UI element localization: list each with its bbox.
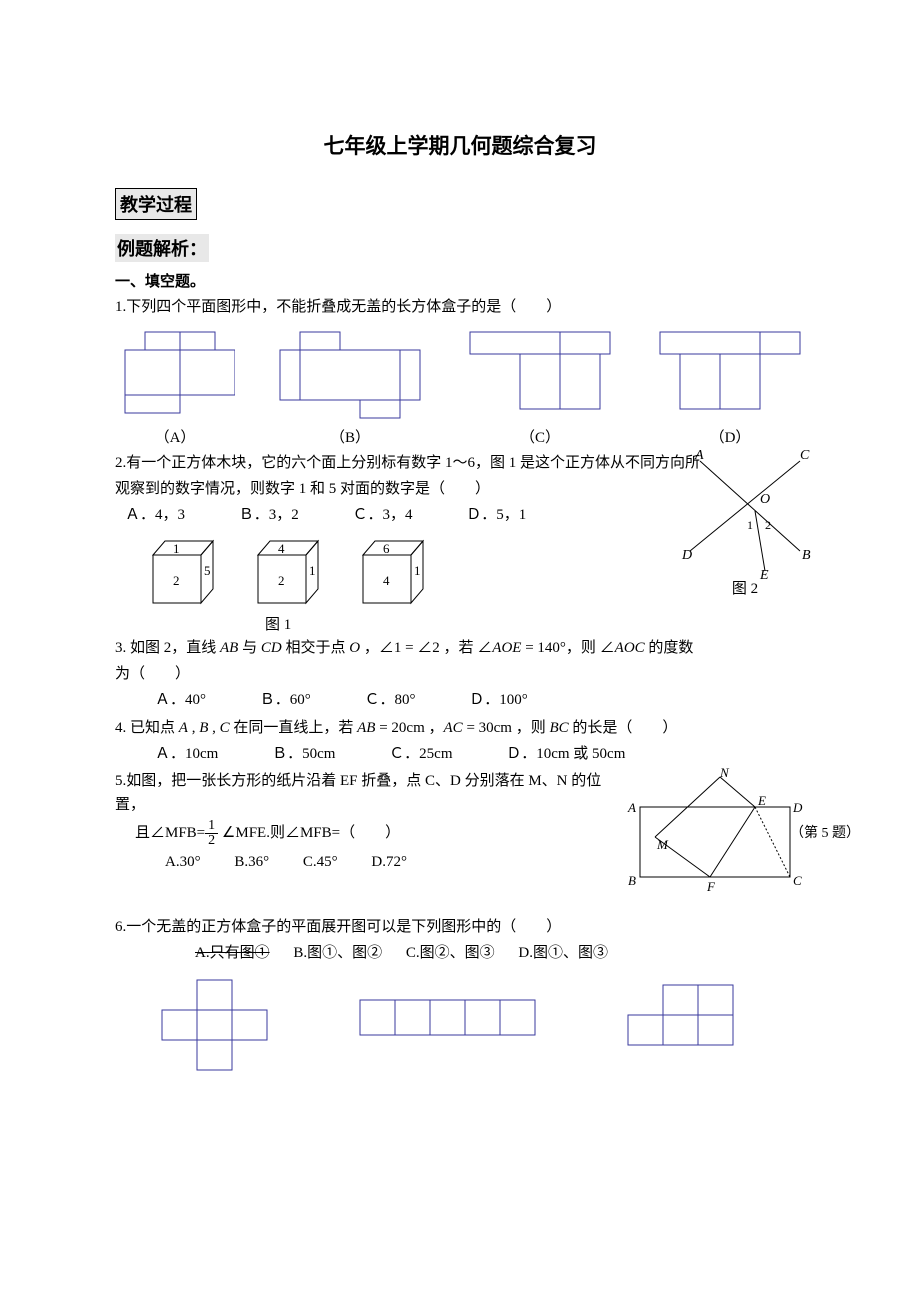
svg-text:4: 4 xyxy=(383,573,390,588)
q2-opt-d: Ｄ．5，1 xyxy=(466,503,526,527)
q1-fig-b xyxy=(275,327,425,422)
svg-text:A: A xyxy=(694,448,704,463)
q2-figure2: A C D B E O 1 2 图 2 xyxy=(670,441,820,598)
q5-options: A.30° B.36° C.45° D.72° xyxy=(165,850,625,874)
q3-opt-d: Ｄ．100° xyxy=(469,688,528,714)
page-title: 七年级上学期几何题综合复习 xyxy=(115,130,805,160)
heading-process: 教学过程 xyxy=(115,188,197,220)
q6-fig-2 xyxy=(350,975,550,1075)
q5-opt-a: A.30° xyxy=(165,850,201,874)
q3-line1: 3. 如图 2，直线 AB 与 CD 相交于点 O ，∠1 = ∠2 ，若 ∠A… xyxy=(115,636,805,660)
q6-opt-d: D.图①、图③ xyxy=(518,941,608,965)
q6-fig-3 xyxy=(613,975,773,1075)
svg-text:B: B xyxy=(628,873,636,888)
svg-text:D: D xyxy=(792,800,803,815)
svg-text:1: 1 xyxy=(173,541,180,556)
svg-text:6: 6 xyxy=(383,541,390,556)
q4-opt-b: Ｂ．50cm xyxy=(272,742,335,768)
q2-cube-3: 6 4 1 xyxy=(355,533,435,613)
q5-opt-b: B.36° xyxy=(234,850,269,874)
svg-text:2: 2 xyxy=(765,518,771,532)
q1-label-a: （A） xyxy=(115,426,235,447)
svg-text:2: 2 xyxy=(173,573,180,588)
q1-label-c: （C） xyxy=(465,426,615,447)
q5-line2: 且∠MFB=12 ∠MFE.则∠MFB=（ ） xyxy=(135,819,625,848)
svg-text:5: 5 xyxy=(204,563,211,578)
svg-text:1: 1 xyxy=(747,518,753,532)
q2-opt-b: Ｂ．3，2 xyxy=(239,503,299,527)
q6-figures xyxy=(115,975,805,1075)
q6-opt-c: C.图②、图③ xyxy=(406,941,495,965)
svg-text:E: E xyxy=(759,568,769,581)
q3-opt-c: Ｃ．80° xyxy=(365,688,416,714)
q5-caption: （第 5 题） xyxy=(790,822,860,842)
q1-text: 1.下列四个平面图形中，不能折叠成无盖的长方体盒子的是（ ） xyxy=(115,295,805,319)
q2-cube-2: 4 2 1 xyxy=(250,533,330,613)
svg-text:1: 1 xyxy=(309,563,316,578)
q6-text: 6.一个无盖的正方体盒子的平面展开图可以是下列图形中的（ ） xyxy=(115,915,805,939)
q2-opt-c: Ｃ．3，4 xyxy=(353,503,413,527)
svg-text:2: 2 xyxy=(278,573,285,588)
q1-fig-a xyxy=(115,327,235,422)
q1-figures: （A） （B） xyxy=(115,327,805,447)
q4-options: Ａ．10cm Ｂ．50cm Ｃ．25cm Ｄ．10cm 或 50cm xyxy=(155,742,805,768)
q6-opt-a: A.只有图① xyxy=(195,941,270,965)
svg-text:N: N xyxy=(719,767,730,780)
section-1-label: 一、填空题。 xyxy=(115,270,805,291)
q6-fig-1 xyxy=(147,975,287,1075)
svg-text:F: F xyxy=(706,879,716,894)
q5-figure: A D B C E F M N （第 5 题） xyxy=(625,767,805,897)
q6-opt-b: B.图①、图② xyxy=(293,941,382,965)
q5-opt-c: C.45° xyxy=(303,850,338,874)
q3-opt-a: Ａ．40° xyxy=(155,688,206,714)
svg-text:1: 1 xyxy=(414,563,421,578)
q2-opt-a: Ａ．4，3 xyxy=(125,503,185,527)
q5-line1: 5.如图，把一张长方形的纸片沿着 EF 折叠，点 C、D 分别落在 M、N 的位… xyxy=(115,769,625,817)
svg-text:A: A xyxy=(627,800,636,815)
svg-text:B: B xyxy=(802,548,811,563)
q4-opt-d: Ｄ．10cm 或 50cm xyxy=(506,742,625,768)
svg-text:4: 4 xyxy=(278,541,285,556)
q4-opt-a: Ａ．10cm xyxy=(155,742,218,768)
svg-text:O: O xyxy=(760,492,770,507)
q4-opt-c: Ｃ．25cm xyxy=(389,742,452,768)
q1-fig-c xyxy=(465,327,615,422)
svg-text:C: C xyxy=(793,873,802,888)
q2-cube-1: 1 2 5 xyxy=(145,533,225,613)
q3-opt-b: Ｂ．60° xyxy=(260,688,311,714)
heading-examples: 例题解析： xyxy=(115,234,209,262)
q1-fig-d xyxy=(655,327,805,422)
svg-text:M: M xyxy=(656,837,669,852)
q4-text: 4. 已知点 A , B , C 在同一直线上，若 AB = 20cm ，AC … xyxy=(115,716,805,740)
svg-text:E: E xyxy=(757,793,766,808)
q1-label-b: （B） xyxy=(275,426,425,447)
q3-options: Ａ．40° Ｂ．60° Ｃ．80° Ｄ．100° xyxy=(155,688,805,714)
svg-text:D: D xyxy=(681,548,692,563)
svg-text:C: C xyxy=(800,448,810,463)
q6-options: A.只有图① B.图①、图② C.图②、图③ D.图①、图③ xyxy=(195,941,805,965)
q2-caption1: 图 1 xyxy=(265,613,805,634)
q3-line2: 为（ ） xyxy=(115,662,805,686)
q5-opt-d: D.72° xyxy=(371,850,407,874)
q2-caption2: 图 2 xyxy=(670,577,820,598)
